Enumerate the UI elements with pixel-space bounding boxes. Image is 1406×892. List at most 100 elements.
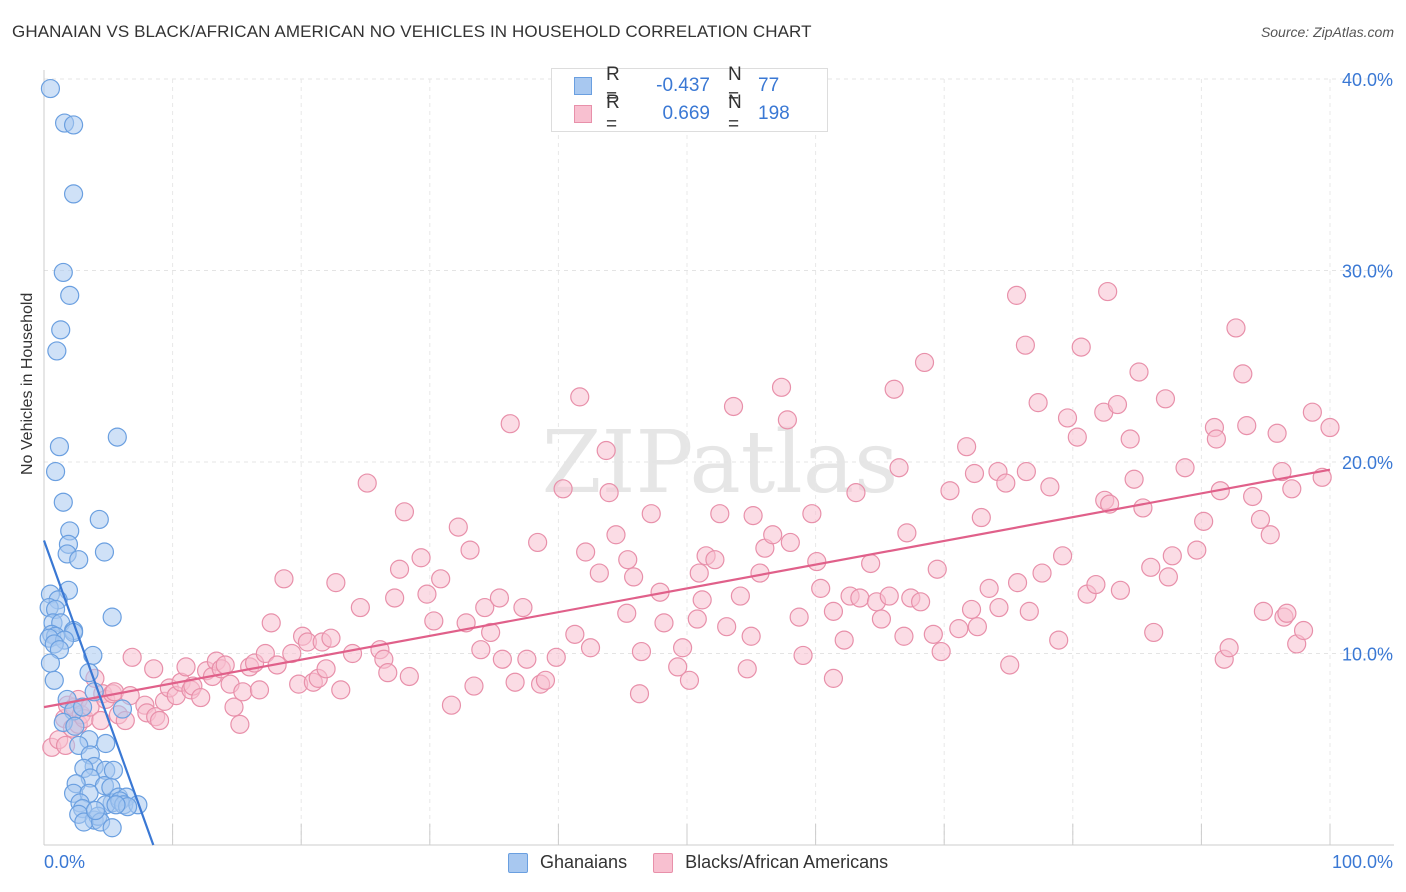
data-point-black bbox=[378, 663, 398, 683]
data-point-ghanaian bbox=[72, 697, 93, 717]
data-point-black bbox=[971, 507, 991, 528]
data-point-black bbox=[1120, 429, 1140, 449]
data-point-black bbox=[1187, 540, 1207, 560]
series-legend: Ghanaians Blacks/African Americans bbox=[508, 852, 914, 873]
data-point-black bbox=[967, 617, 988, 637]
data-point-black bbox=[889, 458, 909, 478]
data-point-black bbox=[1016, 461, 1036, 482]
data-point-black bbox=[1282, 479, 1302, 499]
data-point-black bbox=[1243, 486, 1263, 507]
data-point-black bbox=[914, 352, 935, 373]
legend-r-label: R = bbox=[606, 64, 620, 107]
data-point-black bbox=[1226, 318, 1246, 338]
data-point-black bbox=[1219, 638, 1239, 658]
data-point-black bbox=[471, 640, 491, 660]
data-point-black bbox=[224, 697, 244, 717]
data-point-black bbox=[489, 588, 510, 608]
data-point-black bbox=[894, 626, 914, 646]
data-point-black bbox=[441, 695, 462, 715]
data-point-black bbox=[492, 649, 512, 669]
data-point-black bbox=[1144, 622, 1164, 643]
data-point-black bbox=[1155, 389, 1176, 409]
data-point-black bbox=[599, 483, 619, 503]
data-point-black bbox=[777, 410, 797, 430]
y-tick-label: 40.0% bbox=[1342, 70, 1393, 90]
legend-r-label: R = bbox=[606, 92, 620, 135]
data-point-black bbox=[316, 659, 336, 679]
data-point-black bbox=[923, 624, 943, 644]
data-point-black bbox=[730, 586, 750, 606]
data-point-ghanaian bbox=[44, 670, 64, 690]
data-point-black bbox=[1233, 364, 1253, 384]
data-point-black bbox=[589, 563, 609, 583]
data-point-black bbox=[546, 647, 566, 667]
data-point-black bbox=[1028, 393, 1048, 413]
data-point-black bbox=[705, 550, 725, 570]
legend-n-value: 77 bbox=[758, 75, 780, 96]
data-point-black bbox=[1302, 402, 1322, 422]
data-point-black bbox=[654, 613, 674, 633]
data-point-black bbox=[350, 597, 370, 618]
data-point-black bbox=[823, 668, 844, 688]
data-point-ghanaian bbox=[69, 550, 89, 570]
data-point-black bbox=[617, 603, 637, 623]
data-point-black bbox=[1260, 525, 1280, 545]
data-point-black bbox=[834, 630, 854, 650]
data-point-black bbox=[1206, 429, 1226, 449]
data-point-black bbox=[448, 517, 468, 537]
data-point-black bbox=[389, 559, 410, 579]
data-point-black bbox=[326, 573, 346, 593]
data-point-black bbox=[500, 414, 520, 434]
data-point-black bbox=[1124, 469, 1144, 489]
data-point-black bbox=[996, 473, 1016, 493]
data-point-ghanaian bbox=[49, 640, 70, 660]
data-point-ghanaian bbox=[40, 653, 61, 673]
data-point-ghanaian bbox=[63, 184, 84, 204]
data-point-black bbox=[431, 569, 451, 589]
trendline-ghanaians bbox=[42, 540, 155, 846]
data-point-black bbox=[215, 655, 235, 675]
source-label: Source: ZipAtlas.com bbox=[1260, 24, 1394, 40]
data-point-black bbox=[964, 463, 985, 484]
data-point-black bbox=[565, 624, 585, 644]
data-point-black bbox=[879, 586, 899, 606]
data-point-black bbox=[464, 676, 484, 696]
data-point-ghanaian bbox=[96, 733, 116, 754]
data-point-black bbox=[149, 710, 170, 731]
data-point-black bbox=[618, 550, 638, 570]
data-point-black bbox=[528, 532, 548, 553]
legend-label-ghanaians: Ghanaians bbox=[540, 852, 628, 872]
data-point-black bbox=[1253, 601, 1273, 621]
data-point-black bbox=[255, 643, 275, 664]
data-point-black bbox=[789, 607, 809, 627]
y-tick-label: 20.0% bbox=[1342, 453, 1393, 473]
data-point-black bbox=[957, 437, 977, 457]
data-point-black bbox=[1086, 574, 1106, 595]
data-point-black bbox=[793, 645, 813, 666]
data-point-black bbox=[672, 638, 693, 658]
data-point-ghanaian bbox=[112, 699, 133, 719]
data-point-black bbox=[717, 617, 737, 637]
data-point-black bbox=[1194, 511, 1214, 531]
data-point-ghanaian bbox=[60, 285, 80, 305]
data-point-black bbox=[807, 551, 827, 572]
legend-r-value: -0.437 bbox=[656, 75, 710, 96]
y-tick-label: 10.0% bbox=[1342, 645, 1393, 665]
trendline-blacks bbox=[43, 468, 1331, 709]
data-point-black bbox=[576, 542, 596, 562]
legend-r-value: 0.669 bbox=[662, 103, 710, 124]
data-point-black bbox=[871, 609, 892, 629]
data-point-black bbox=[884, 379, 904, 399]
data-point-ghanaian bbox=[53, 492, 73, 512]
data-point-black bbox=[624, 567, 644, 587]
data-point-black bbox=[811, 578, 831, 598]
data-point-ghanaian bbox=[89, 509, 109, 530]
data-point-black bbox=[122, 647, 142, 667]
data-point-black bbox=[641, 504, 661, 524]
data-point-black bbox=[961, 599, 982, 620]
x-tick-label: 100.0% bbox=[1332, 852, 1393, 872]
data-point-black bbox=[679, 670, 700, 690]
data-point-black bbox=[1015, 335, 1035, 355]
data-point-black bbox=[1040, 477, 1060, 497]
data-point-black bbox=[411, 548, 431, 568]
